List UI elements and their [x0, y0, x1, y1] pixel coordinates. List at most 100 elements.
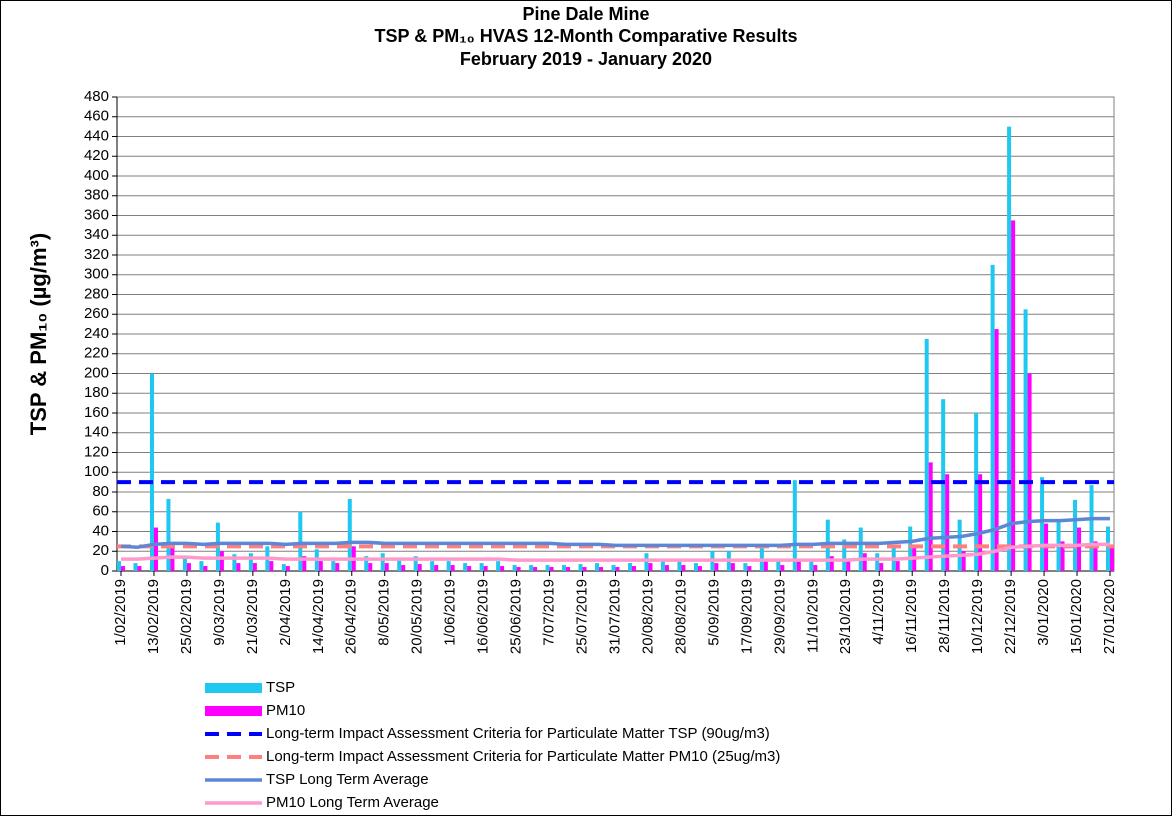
bar — [776, 561, 781, 571]
x-tick-label: 1/06/2019 — [442, 579, 459, 646]
bar — [895, 561, 900, 571]
bar — [1093, 541, 1098, 571]
bar — [644, 553, 649, 571]
y-tick-label: 480 — [84, 88, 109, 105]
bar — [252, 563, 257, 571]
x-tick-label: 23/10/2019 — [837, 579, 854, 654]
x-tick-label: 26/04/2019 — [343, 579, 360, 654]
bar — [549, 567, 554, 571]
bar — [780, 565, 785, 571]
legend-swatch — [205, 683, 262, 693]
bar — [664, 565, 669, 571]
bar — [747, 566, 752, 571]
x-tick-label: 16/06/2019 — [475, 579, 492, 654]
bar — [945, 474, 950, 571]
x-tick-label: 8/05/2019 — [376, 579, 393, 646]
x-tick-label: 28/08/2019 — [672, 579, 689, 654]
bar — [446, 561, 451, 571]
bar — [500, 566, 505, 571]
chart-title: TSP & PM₁₀ HVAS 12-Month Comparative Res… — [375, 26, 798, 46]
x-tick-label: 7/07/2019 — [541, 579, 558, 646]
y-tick-label: 0 — [101, 562, 109, 579]
bar — [566, 567, 571, 571]
y-tick-label: 440 — [84, 127, 109, 144]
x-tick-label: 28/11/2019 — [936, 579, 953, 653]
bar — [417, 564, 422, 571]
legend-label: TSP Long Term Average — [266, 771, 429, 788]
bar — [763, 561, 768, 571]
bar — [199, 561, 204, 571]
x-tick-label: 1/02/2019 — [112, 579, 129, 646]
bar — [1060, 541, 1065, 571]
y-axis-label: TSP & PM₁₀ (µg/m³) — [26, 233, 51, 435]
bar — [714, 563, 719, 571]
bar — [813, 565, 818, 571]
bar — [347, 498, 352, 571]
bar — [928, 462, 933, 571]
y-tick-label: 340 — [84, 226, 109, 243]
y-tick-label: 120 — [84, 443, 109, 460]
bar — [401, 565, 406, 571]
bar — [117, 561, 121, 571]
bar — [281, 564, 286, 571]
bar — [809, 561, 814, 571]
bar — [463, 563, 468, 571]
bar — [792, 480, 797, 571]
bar — [545, 565, 550, 571]
bar — [846, 559, 851, 571]
bar — [990, 264, 995, 571]
y-tick-label: 100 — [84, 463, 109, 480]
bar — [1027, 373, 1032, 571]
bar — [875, 553, 880, 571]
y-tick-label: 460 — [84, 108, 109, 125]
bar — [858, 527, 863, 571]
x-tick-label: 14/04/2019 — [310, 579, 327, 654]
y-tick-label: 200 — [84, 364, 109, 381]
bar — [302, 556, 307, 571]
legend-label: Long-term Impact Assessment Criteria for… — [266, 748, 780, 765]
y-tick-label: 380 — [84, 187, 109, 204]
bar — [1011, 220, 1016, 571]
x-tick-label: 25/07/2019 — [574, 579, 591, 654]
legend-label: PM10 — [266, 702, 305, 719]
bar — [232, 554, 237, 571]
x-tick-label: 17/09/2019 — [738, 579, 755, 654]
bar — [397, 559, 402, 571]
x-tick-label: 10/12/2019 — [969, 579, 986, 654]
legend-label: PM10 Long Term Average — [266, 794, 439, 811]
bar — [285, 566, 290, 571]
chart-title: Pine Dale Mine — [522, 4, 649, 24]
bar — [862, 553, 867, 571]
bar — [434, 565, 439, 571]
y-tick-label: 320 — [84, 246, 109, 263]
bar — [595, 563, 600, 571]
bar — [627, 563, 632, 571]
bar — [380, 553, 385, 571]
bar — [961, 551, 966, 571]
bar — [430, 561, 435, 571]
y-tick-label: 420 — [84, 147, 109, 164]
bar — [677, 561, 682, 571]
bar — [978, 474, 983, 571]
x-tick-label: 25/06/2019 — [508, 579, 525, 654]
x-tick-label: 15/01/2020 — [1068, 579, 1085, 654]
bar — [479, 563, 484, 571]
x-tick-label: 29/09/2019 — [771, 579, 788, 654]
bar — [318, 561, 323, 571]
bar — [1023, 309, 1028, 571]
bar — [335, 563, 340, 571]
bar — [219, 551, 224, 571]
bar — [879, 563, 884, 571]
bar — [974, 413, 979, 571]
bar — [648, 563, 653, 571]
bar — [829, 556, 834, 571]
x-tick-label: 31/07/2019 — [606, 579, 623, 654]
x-tick-label: 27/01/2020 — [1101, 579, 1118, 654]
y-tick-label: 220 — [84, 345, 109, 362]
y-tick-label: 180 — [84, 384, 109, 401]
x-tick-label: 2/04/2019 — [277, 579, 294, 646]
y-tick-label: 40 — [92, 522, 109, 539]
x-tick-label: 5/09/2019 — [705, 579, 722, 646]
bar — [269, 561, 274, 571]
bar — [994, 329, 999, 571]
